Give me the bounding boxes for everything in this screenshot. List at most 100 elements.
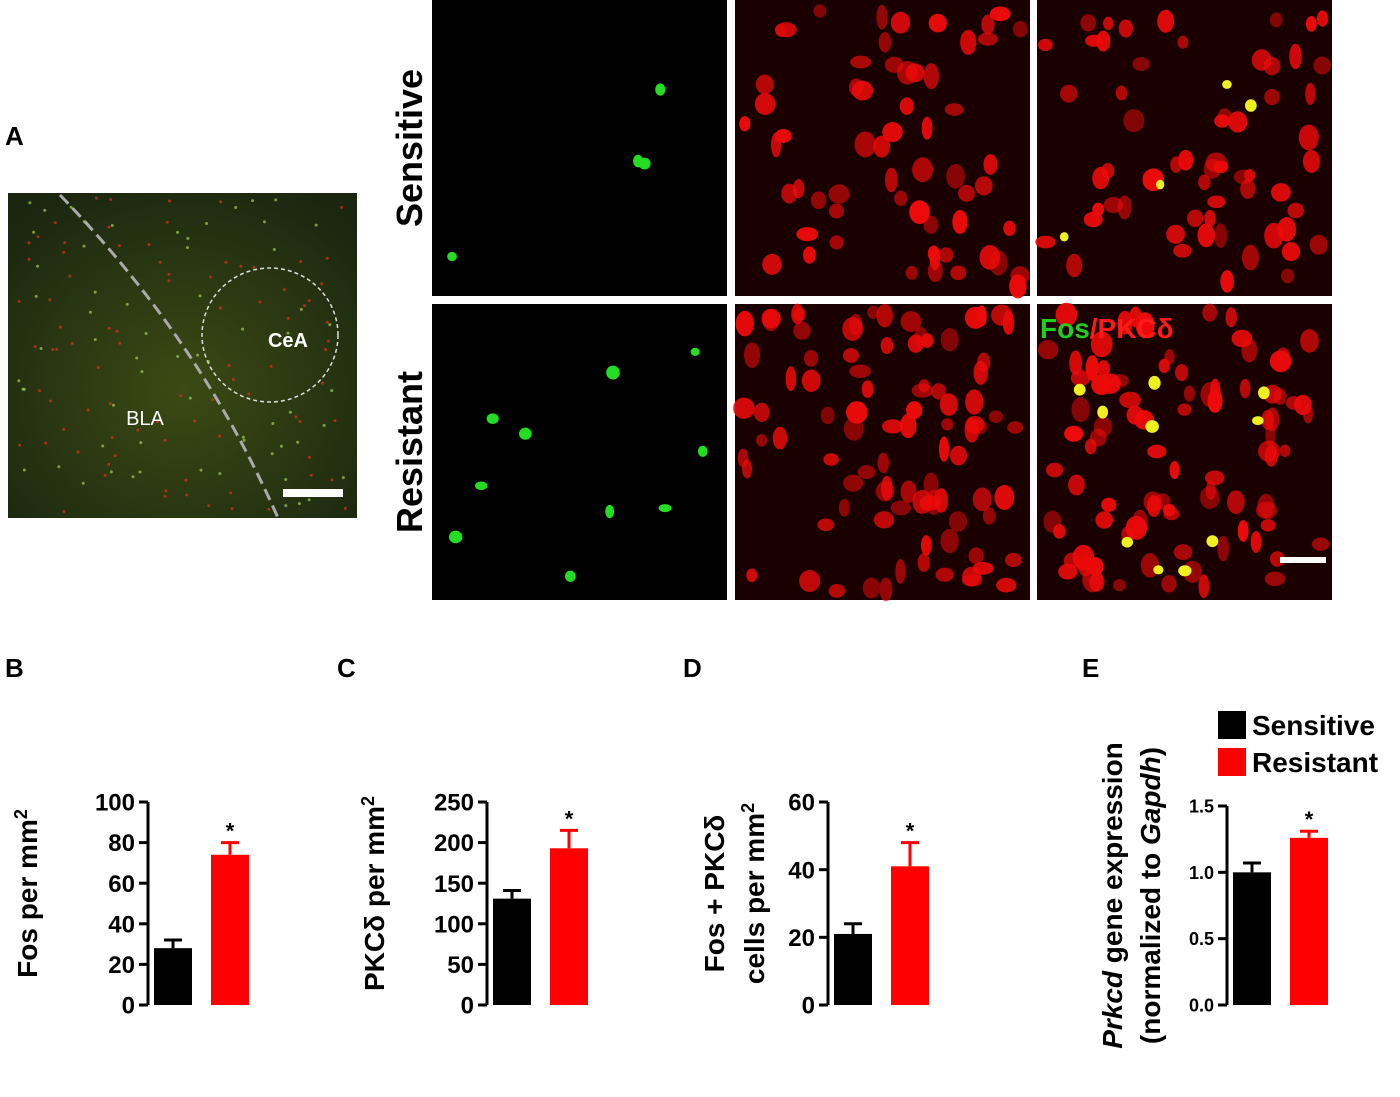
- cell: [884, 167, 898, 193]
- cell: [27, 241, 31, 245]
- cell: [1103, 196, 1123, 214]
- cell: [333, 419, 337, 423]
- cell: [946, 164, 965, 189]
- panel-label: E: [1082, 653, 1099, 683]
- cell: [51, 348, 55, 352]
- cell: [242, 438, 246, 442]
- cell: [262, 220, 266, 224]
- cell: [167, 199, 171, 203]
- cell: [343, 506, 347, 510]
- cell: [1202, 303, 1218, 322]
- cell: [1251, 49, 1272, 71]
- cell: [186, 236, 190, 240]
- cell: [1009, 274, 1027, 299]
- cell: [994, 485, 1015, 510]
- y-axis-label-part: Fos + PKCδ: [699, 815, 730, 973]
- y-tick-label: 60: [788, 790, 815, 817]
- cell: [772, 426, 788, 450]
- cell: [341, 476, 345, 480]
- y-axis-label: cells per mm2: [738, 803, 770, 984]
- cell: [920, 535, 932, 556]
- cell: [976, 305, 987, 327]
- cell: [118, 341, 122, 345]
- y-tick-label: 20: [788, 925, 815, 952]
- cell: [1270, 183, 1291, 202]
- fos-cell: [638, 157, 651, 170]
- legend-swatch: [1218, 748, 1246, 776]
- fos-cell: [1145, 420, 1159, 433]
- cell: [867, 305, 879, 319]
- cell: [1161, 575, 1177, 593]
- cell: [1225, 307, 1238, 328]
- cell: [905, 265, 918, 280]
- cell: [1066, 253, 1083, 278]
- cell: [81, 481, 85, 485]
- cell: [938, 247, 954, 263]
- fos-cell: [1252, 416, 1264, 426]
- cell: [1237, 520, 1249, 542]
- fos-cell: [1097, 405, 1109, 419]
- cell: [796, 227, 819, 242]
- cell: [1123, 109, 1145, 133]
- cell: [890, 11, 911, 34]
- cell: [140, 370, 144, 374]
- cell: [1068, 474, 1085, 496]
- cell: [227, 363, 231, 367]
- y-tick-label: 200: [434, 830, 474, 857]
- fos-cell: [519, 427, 532, 440]
- cell: [138, 470, 142, 474]
- significance: *: [226, 819, 235, 844]
- y-axis-label: Prkcd gene expression: [1097, 742, 1128, 1049]
- cell: [70, 341, 74, 345]
- cell: [950, 265, 967, 281]
- cell: [1166, 224, 1185, 244]
- cell: [733, 397, 755, 419]
- cell: [848, 78, 864, 97]
- cell: [1101, 497, 1117, 512]
- cell: [307, 498, 311, 502]
- cell: [896, 61, 918, 85]
- y-tick-label: 150: [434, 871, 474, 898]
- cell: [1119, 391, 1141, 409]
- y-tick-label: 250: [434, 790, 474, 817]
- cell: [163, 438, 167, 442]
- cell: [972, 487, 992, 512]
- cell: [1177, 403, 1192, 416]
- bar: [550, 848, 588, 1005]
- cell: [324, 348, 328, 352]
- cell: [1143, 491, 1163, 513]
- cell: [1095, 511, 1114, 529]
- cell: [739, 116, 751, 132]
- cell: [167, 272, 171, 276]
- cell: [861, 380, 874, 399]
- cell: [231, 378, 235, 382]
- cell: [155, 420, 159, 424]
- y-tick-label: 40: [108, 911, 135, 938]
- cell: [1069, 350, 1083, 376]
- cell: [876, 4, 888, 30]
- cell: [1280, 268, 1295, 284]
- cell: [22, 387, 26, 391]
- cell: [781, 183, 798, 204]
- cell: [49, 399, 53, 403]
- legend-swatch: [1218, 711, 1246, 739]
- cell: [325, 256, 329, 260]
- panel-label: C: [337, 653, 356, 683]
- cell: [803, 350, 819, 367]
- cell: [912, 157, 934, 183]
- cell: [801, 369, 821, 392]
- bar: [891, 866, 929, 1005]
- y-axis-label-part: cells per mm: [739, 813, 770, 984]
- cell: [208, 275, 212, 279]
- cell: [199, 468, 203, 472]
- cell: [1037, 339, 1059, 360]
- cell: [1269, 12, 1283, 28]
- cell: [109, 470, 113, 474]
- cell: [1126, 405, 1144, 425]
- cell: [799, 570, 821, 592]
- cell: [36, 264, 40, 268]
- cell: [207, 504, 211, 508]
- region-label: BLA: [126, 408, 164, 430]
- y-tick-label: 0: [461, 993, 474, 1020]
- cell: [743, 342, 761, 368]
